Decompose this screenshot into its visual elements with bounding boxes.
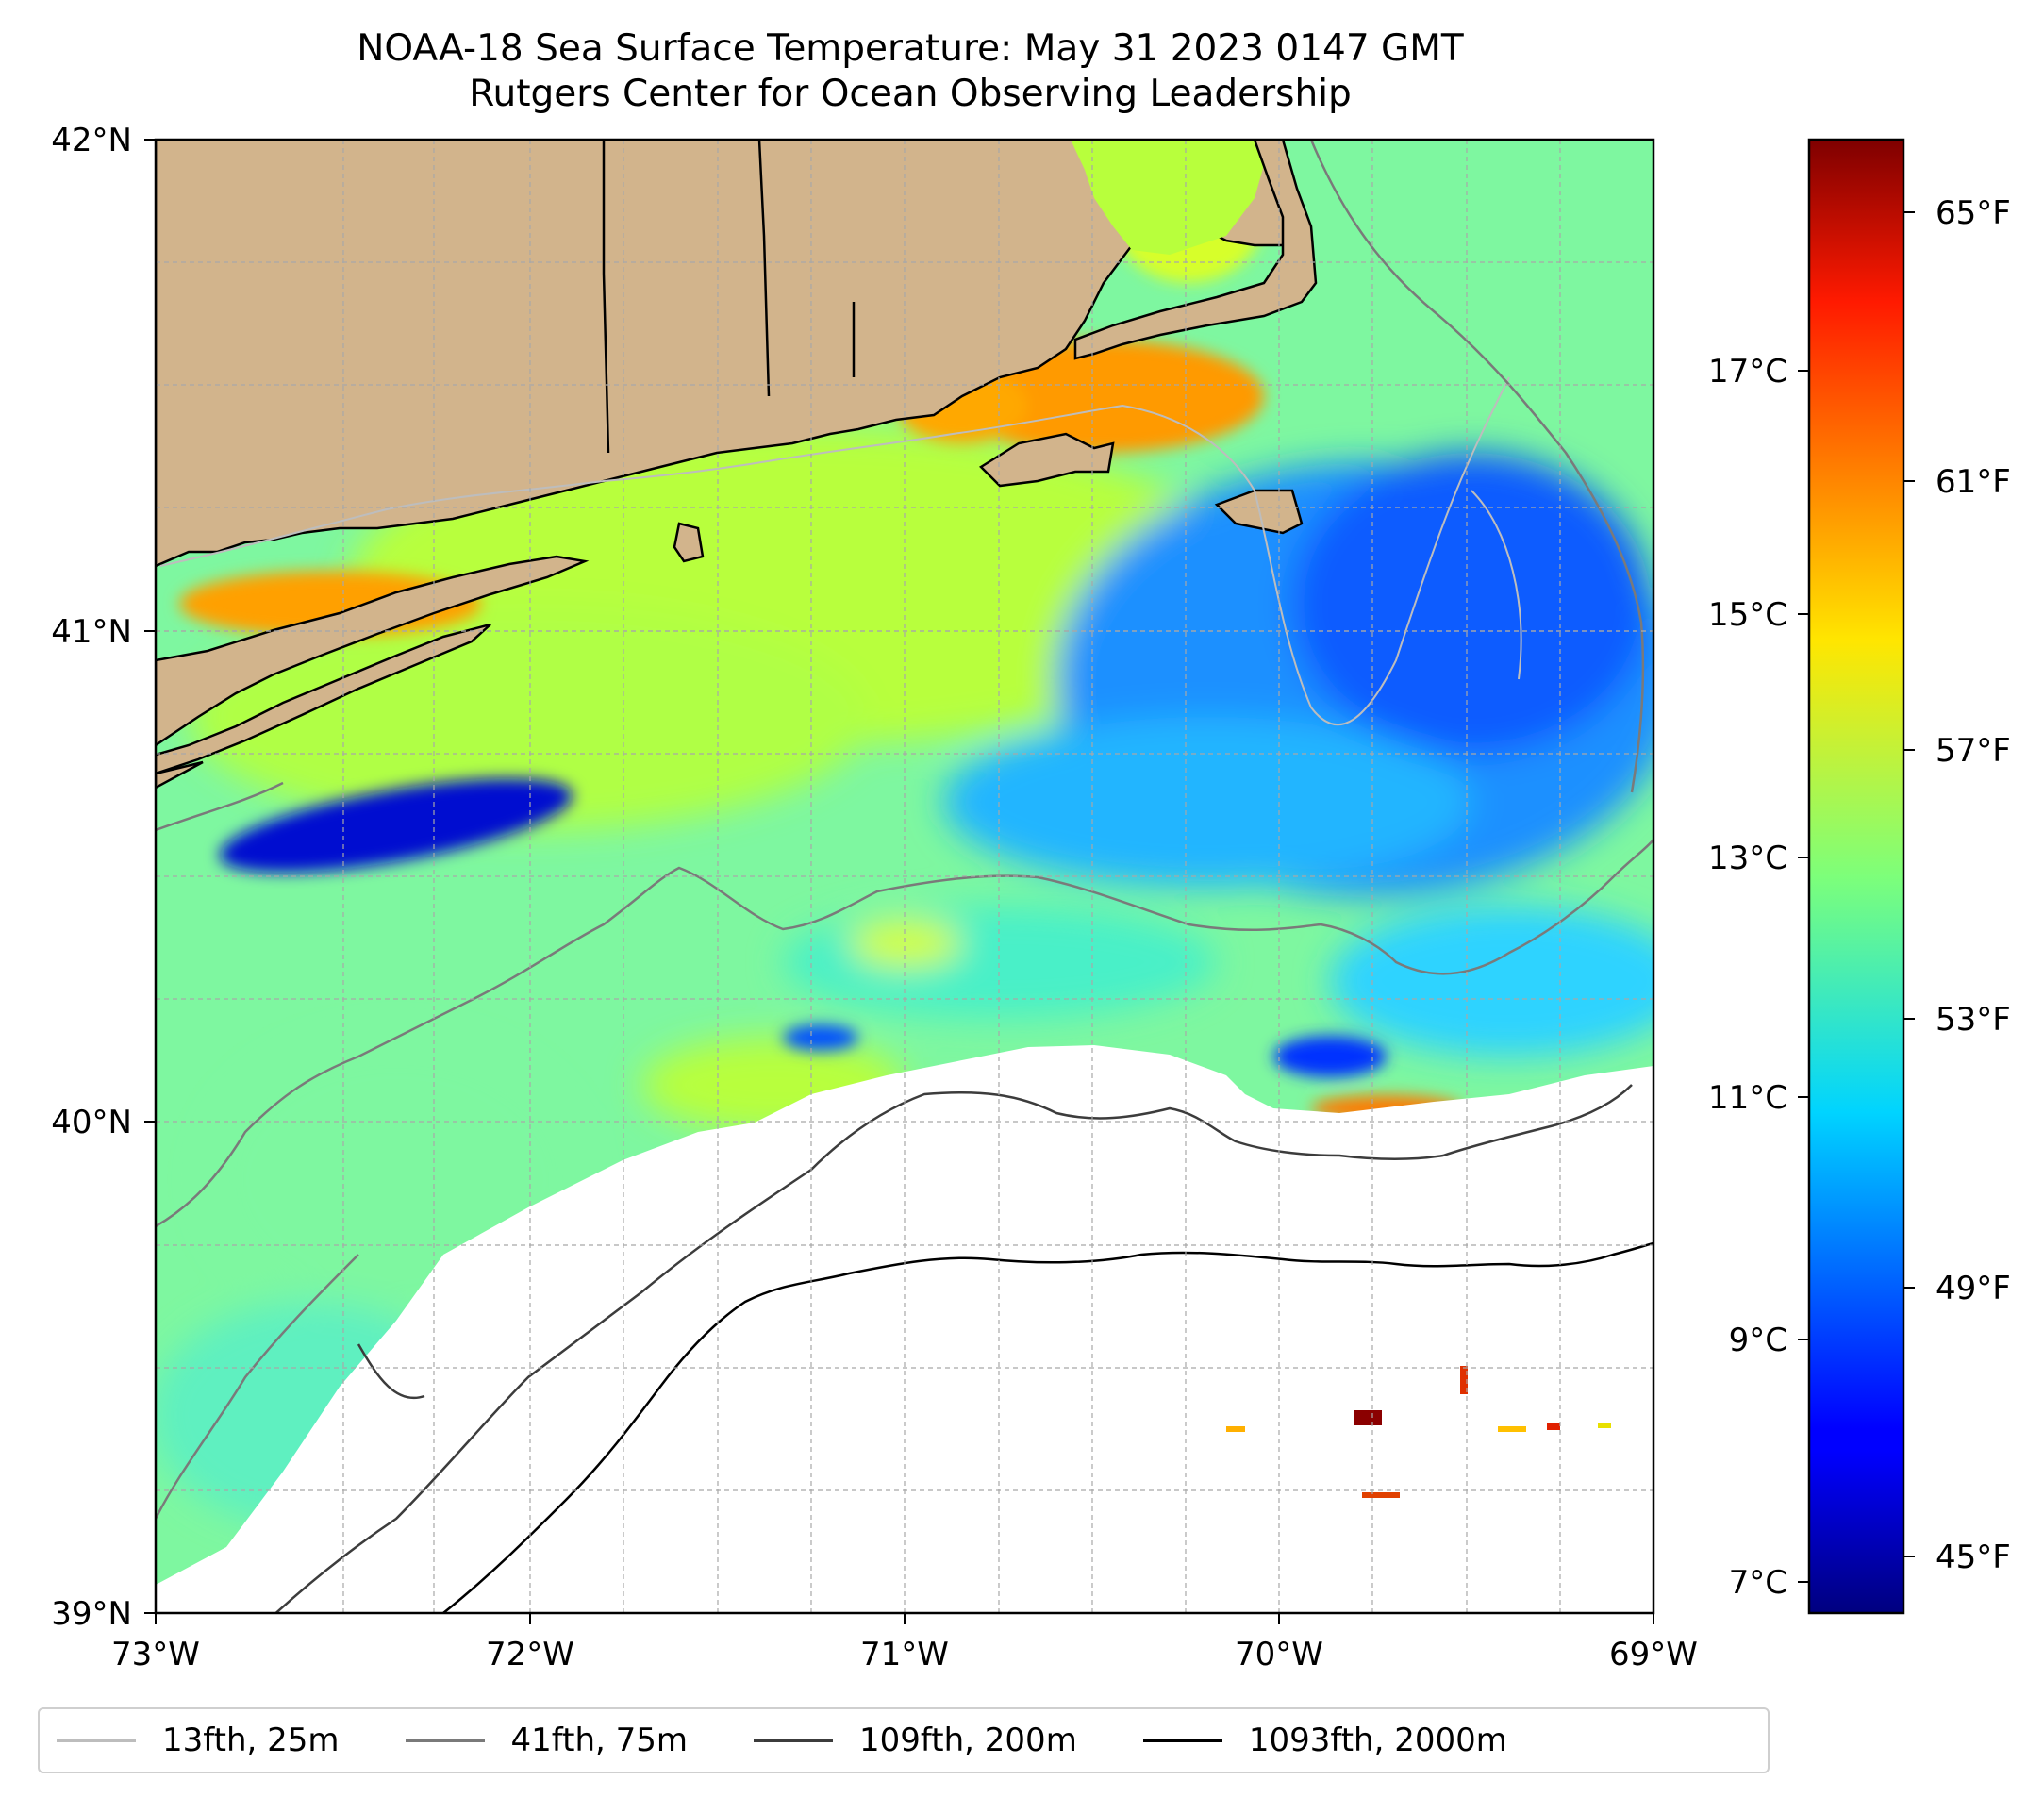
land <box>156 140 1318 790</box>
contour-200m <box>274 1084 1633 1613</box>
warm-speck <box>1460 1366 1468 1394</box>
sst-cool-south <box>1330 906 1653 1057</box>
connecticut-interior <box>566 140 689 472</box>
fahrenheit-tick-label: 53°F <box>1936 1001 2011 1039</box>
lat-tick-label: 39°N <box>51 1595 132 1633</box>
gridlines <box>156 140 1653 1613</box>
lon-tick-label: 71°W <box>860 1636 949 1673</box>
legend-label: 41fth, 75m <box>510 1722 689 1759</box>
long-island-north-fork <box>156 555 590 747</box>
warm-speck <box>1598 1423 1611 1428</box>
ny-ct-border <box>602 140 610 454</box>
legend-item-75m: 41fth, 75m <box>405 1722 689 1759</box>
lon-axis: 73°W 72°W 71°W 70°W 69°W <box>111 1613 1698 1673</box>
contour-75m <box>156 140 1653 1520</box>
warm-speck <box>1354 1410 1382 1425</box>
legend-line-icon <box>405 1739 485 1742</box>
colorbar-gradient <box>1807 138 1905 1615</box>
sst-cold-patch-south <box>1273 1036 1387 1077</box>
warm-speck <box>1498 1426 1526 1432</box>
fahrenheit-tick-label: 49°F <box>1936 1270 2011 1307</box>
sst-cold-east-core <box>1292 453 1651 755</box>
legend-label: 109fth, 200m <box>859 1722 1077 1759</box>
legend-label: 13fth, 25m <box>162 1722 340 1759</box>
ct-ri-border <box>757 140 771 397</box>
lat-axis: 42°N 41°N 40°N 39°N <box>51 122 156 1633</box>
no-data-gap <box>278 1451 363 1511</box>
sst-cold-eddy <box>219 778 573 873</box>
lat-tick-label: 40°N <box>51 1104 132 1141</box>
celsius-tick-label: 13°C <box>1708 840 1787 877</box>
celsius-tick-label: 7°C <box>1729 1564 1787 1602</box>
lat-tick-label: 42°N <box>51 122 132 159</box>
celsius-tick-label: 11°C <box>1708 1079 1787 1117</box>
title-line-1: NOAA-18 Sea Surface Temperature: May 31 … <box>357 27 1464 70</box>
cape-cod-bay-water <box>1071 140 1264 255</box>
cape-cod <box>1073 140 1318 360</box>
lat-tick-label: 41°N <box>51 613 132 651</box>
map-panel <box>154 138 1655 1615</box>
lon-tick-label: 70°W <box>1235 1636 1323 1673</box>
fahrenheit-tick-label: 65°F <box>1936 194 2011 232</box>
state-borders <box>602 140 856 454</box>
colorbar: 17°C 15°C 13°C 11°C 9°C 7°C 65°F 61°F 57… <box>1708 138 2011 1615</box>
sst-cold-streak <box>783 1024 858 1051</box>
map-title: NOAA-18 Sea Surface Temperature: May 31 … <box>0 26 1820 117</box>
sst-mid-patch <box>783 906 1217 1019</box>
lon-tick-label: 73°W <box>111 1636 200 1673</box>
legend-label: 1093fth, 2000m <box>1248 1722 1507 1759</box>
contour-25m <box>159 376 1522 726</box>
lon-tick-label: 72°W <box>486 1636 574 1673</box>
warm-speck <box>1226 1426 1245 1432</box>
sst-warm-band-west <box>189 604 868 830</box>
long-island-tip <box>156 760 204 790</box>
fahrenheit-tick-label: 57°F <box>1936 732 2011 770</box>
marthas-vineyard <box>979 432 1115 488</box>
bathymetry-contours <box>156 140 1653 1613</box>
celsius-tick-label: 17°C <box>1708 353 1787 391</box>
celsius-tick-label: 15°C <box>1708 596 1787 634</box>
legend-line-icon <box>57 1739 136 1742</box>
contour-legend: 13fth, 25m 41fth, 75m 109fth, 200m 1093f… <box>38 1707 1770 1773</box>
warm-speck <box>1362 1492 1400 1498</box>
warm-speck <box>1547 1423 1560 1430</box>
celsius-tick-label: 9°C <box>1729 1322 1787 1359</box>
contour-2000m <box>442 1241 1653 1613</box>
legend-item-2000m: 1093fth, 2000m <box>1142 1722 1507 1759</box>
long-island-south <box>156 623 491 775</box>
legend-item-25m: 13fth, 25m <box>57 1722 340 1759</box>
block-island <box>673 522 705 563</box>
sst-cool-patch <box>943 717 1471 887</box>
fahrenheit-tick-label: 61°F <box>1936 463 2011 501</box>
title-line-2: Rutgers Center for Ocean Observing Leade… <box>469 73 1352 115</box>
lon-tick-label: 69°W <box>1609 1636 1698 1673</box>
sst-map-figure: 42°N 41°N 40°N 39°N 73°W 72°W 71°W 70°W … <box>51 122 2011 1673</box>
legend-line-icon <box>754 1739 834 1742</box>
legend-item-200m: 109fth, 200m <box>754 1722 1077 1759</box>
legend-line-icon <box>1142 1739 1222 1742</box>
sst-warm-spot <box>849 920 962 967</box>
fahrenheit-tick-label: 45°F <box>1936 1539 2011 1576</box>
